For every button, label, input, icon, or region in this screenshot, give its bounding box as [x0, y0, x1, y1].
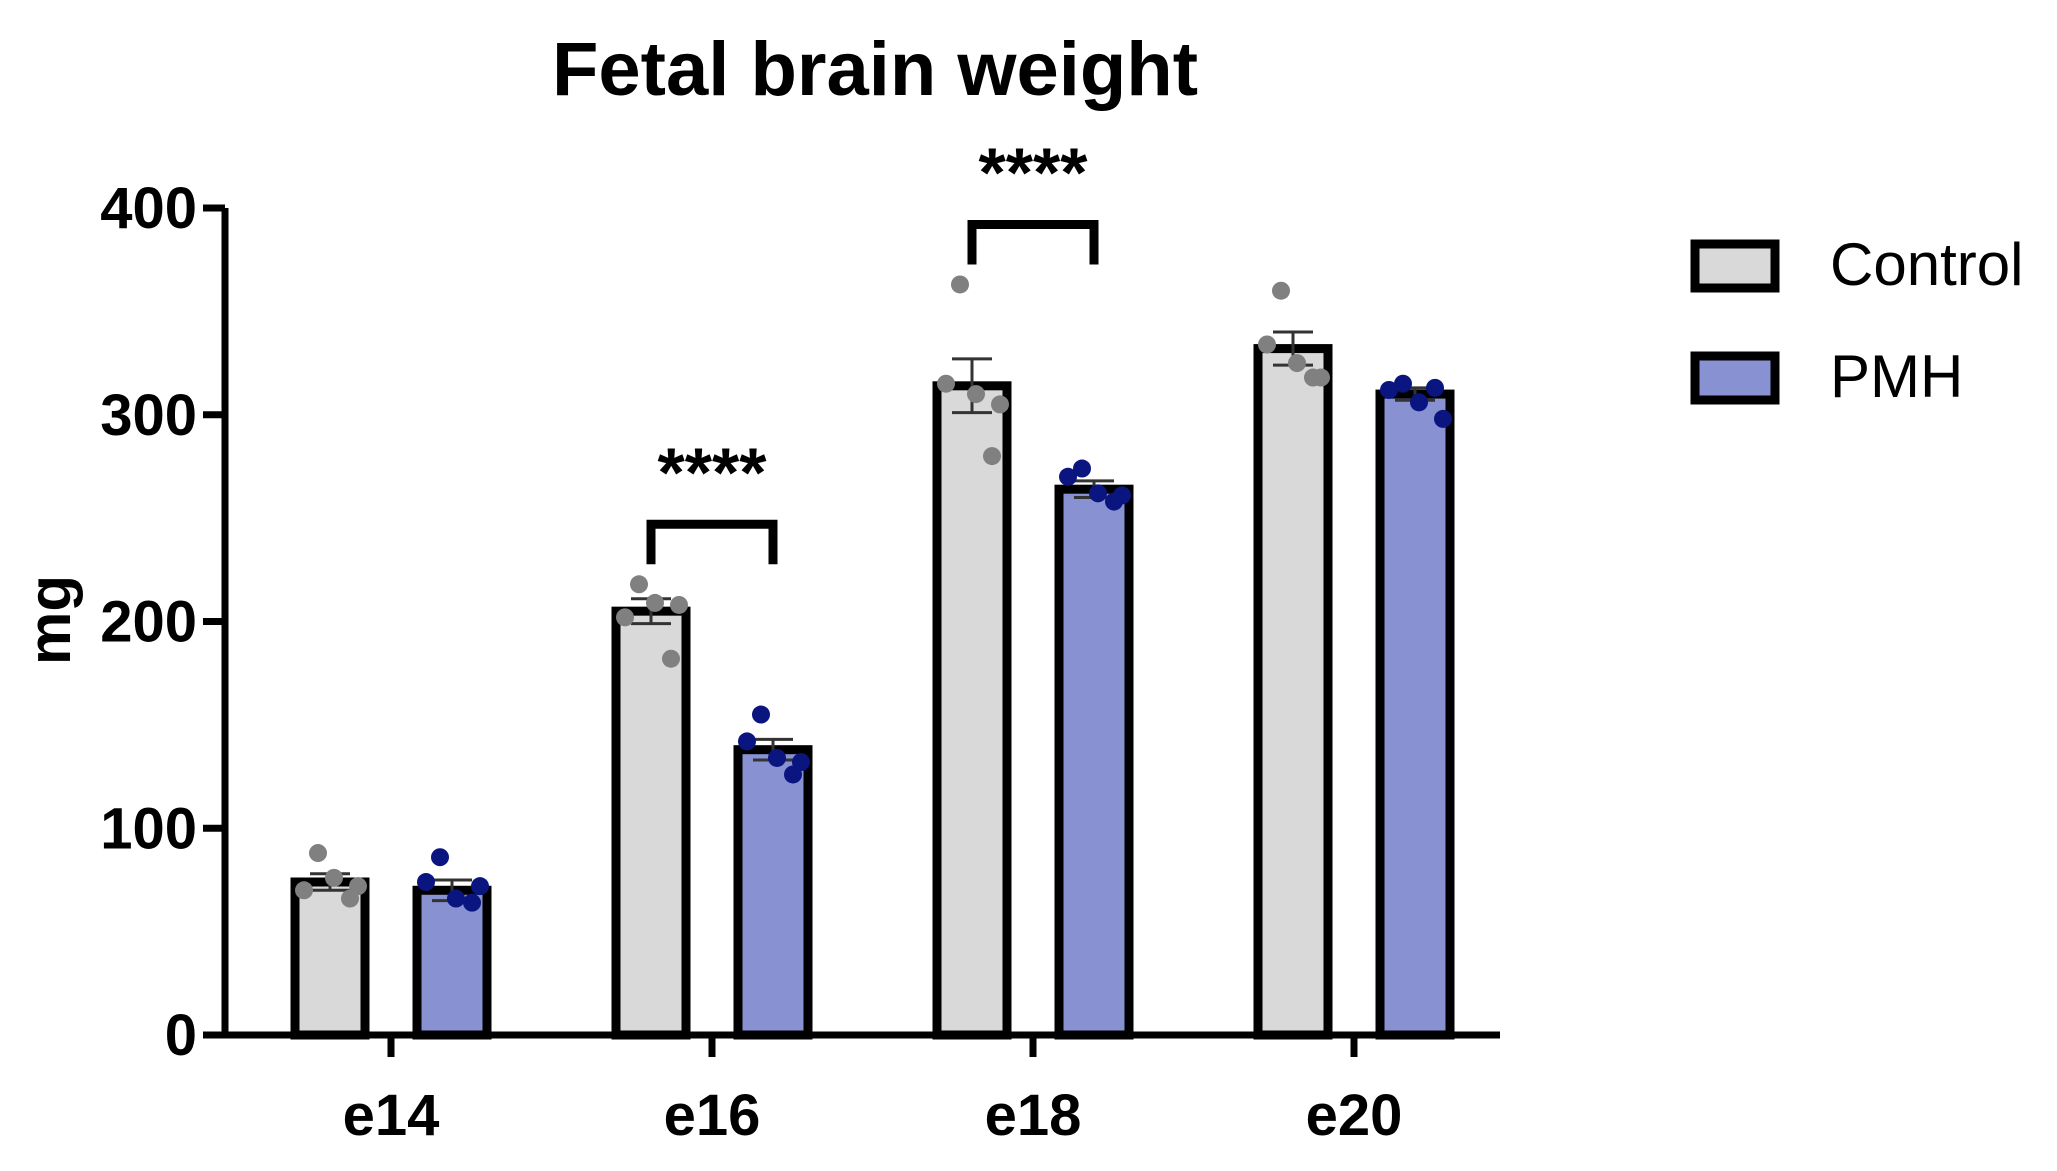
bar-control-e16 — [611, 606, 691, 1040]
x-tick-label: e18 — [985, 1083, 1082, 1148]
data-point — [1434, 409, 1452, 428]
y-tick-label: 200 — [100, 590, 197, 655]
legend-label-pmh: PMH — [1830, 343, 1963, 410]
data-point — [471, 877, 489, 896]
significance-label: **** — [979, 133, 1089, 211]
bar-control-e20 — [1253, 344, 1333, 1040]
y-tick-label: 300 — [100, 383, 197, 448]
data-point — [431, 848, 449, 867]
data-point — [309, 844, 327, 863]
data-point — [662, 649, 680, 668]
chart-title: Fetal brain weight — [552, 27, 1198, 112]
bar-control-e18 — [932, 381, 1012, 1040]
significance-bracket — [646, 519, 778, 565]
data-point — [768, 748, 786, 767]
data-point — [983, 447, 1001, 466]
bar-pmh-e16 — [733, 745, 813, 1040]
data-point — [463, 893, 481, 912]
data-point — [447, 889, 465, 908]
data-point — [1258, 335, 1276, 354]
x-tick-label: e16 — [664, 1083, 761, 1148]
data-point — [792, 753, 810, 772]
data-point — [417, 873, 435, 892]
data-point — [646, 593, 664, 612]
data-point — [1059, 467, 1077, 486]
data-point — [1288, 354, 1306, 373]
data-point — [295, 881, 313, 900]
data-point — [1073, 459, 1091, 478]
data-point — [1394, 374, 1412, 393]
data-point — [670, 595, 688, 614]
data-point — [1410, 393, 1428, 412]
data-point — [349, 877, 367, 896]
bar-pmh-e20 — [1375, 389, 1455, 1040]
y-tick-label: 400 — [100, 176, 197, 241]
data-point — [1089, 484, 1107, 503]
significance-label: **** — [658, 433, 768, 511]
data-point — [752, 705, 770, 724]
data-point — [1426, 378, 1444, 397]
bar-pmh-e18 — [1054, 484, 1134, 1040]
data-point — [1113, 486, 1131, 505]
y-axis-title: mg — [16, 575, 83, 665]
x-tick-label: e20 — [1306, 1083, 1403, 1148]
data-point — [616, 608, 634, 627]
data-point — [967, 385, 985, 404]
data-point — [738, 732, 756, 751]
data-point — [1380, 380, 1398, 399]
legend-swatch-pmh — [1690, 351, 1780, 405]
data-point — [937, 374, 955, 393]
data-point — [1312, 368, 1330, 387]
y-tick-label: 0 — [165, 1003, 197, 1068]
data-point — [1272, 281, 1290, 300]
data-point — [630, 575, 648, 594]
bar-pmh-e14 — [412, 885, 492, 1040]
x-tick-label: e14 — [343, 1083, 440, 1148]
data-point — [951, 275, 969, 294]
legend-swatch-control — [1690, 239, 1780, 293]
data-point — [325, 868, 343, 887]
y-tick-label: 100 — [100, 796, 197, 861]
legend-label-control: Control — [1830, 231, 2023, 298]
data-point — [991, 395, 1009, 414]
significance-bracket — [967, 219, 1099, 265]
